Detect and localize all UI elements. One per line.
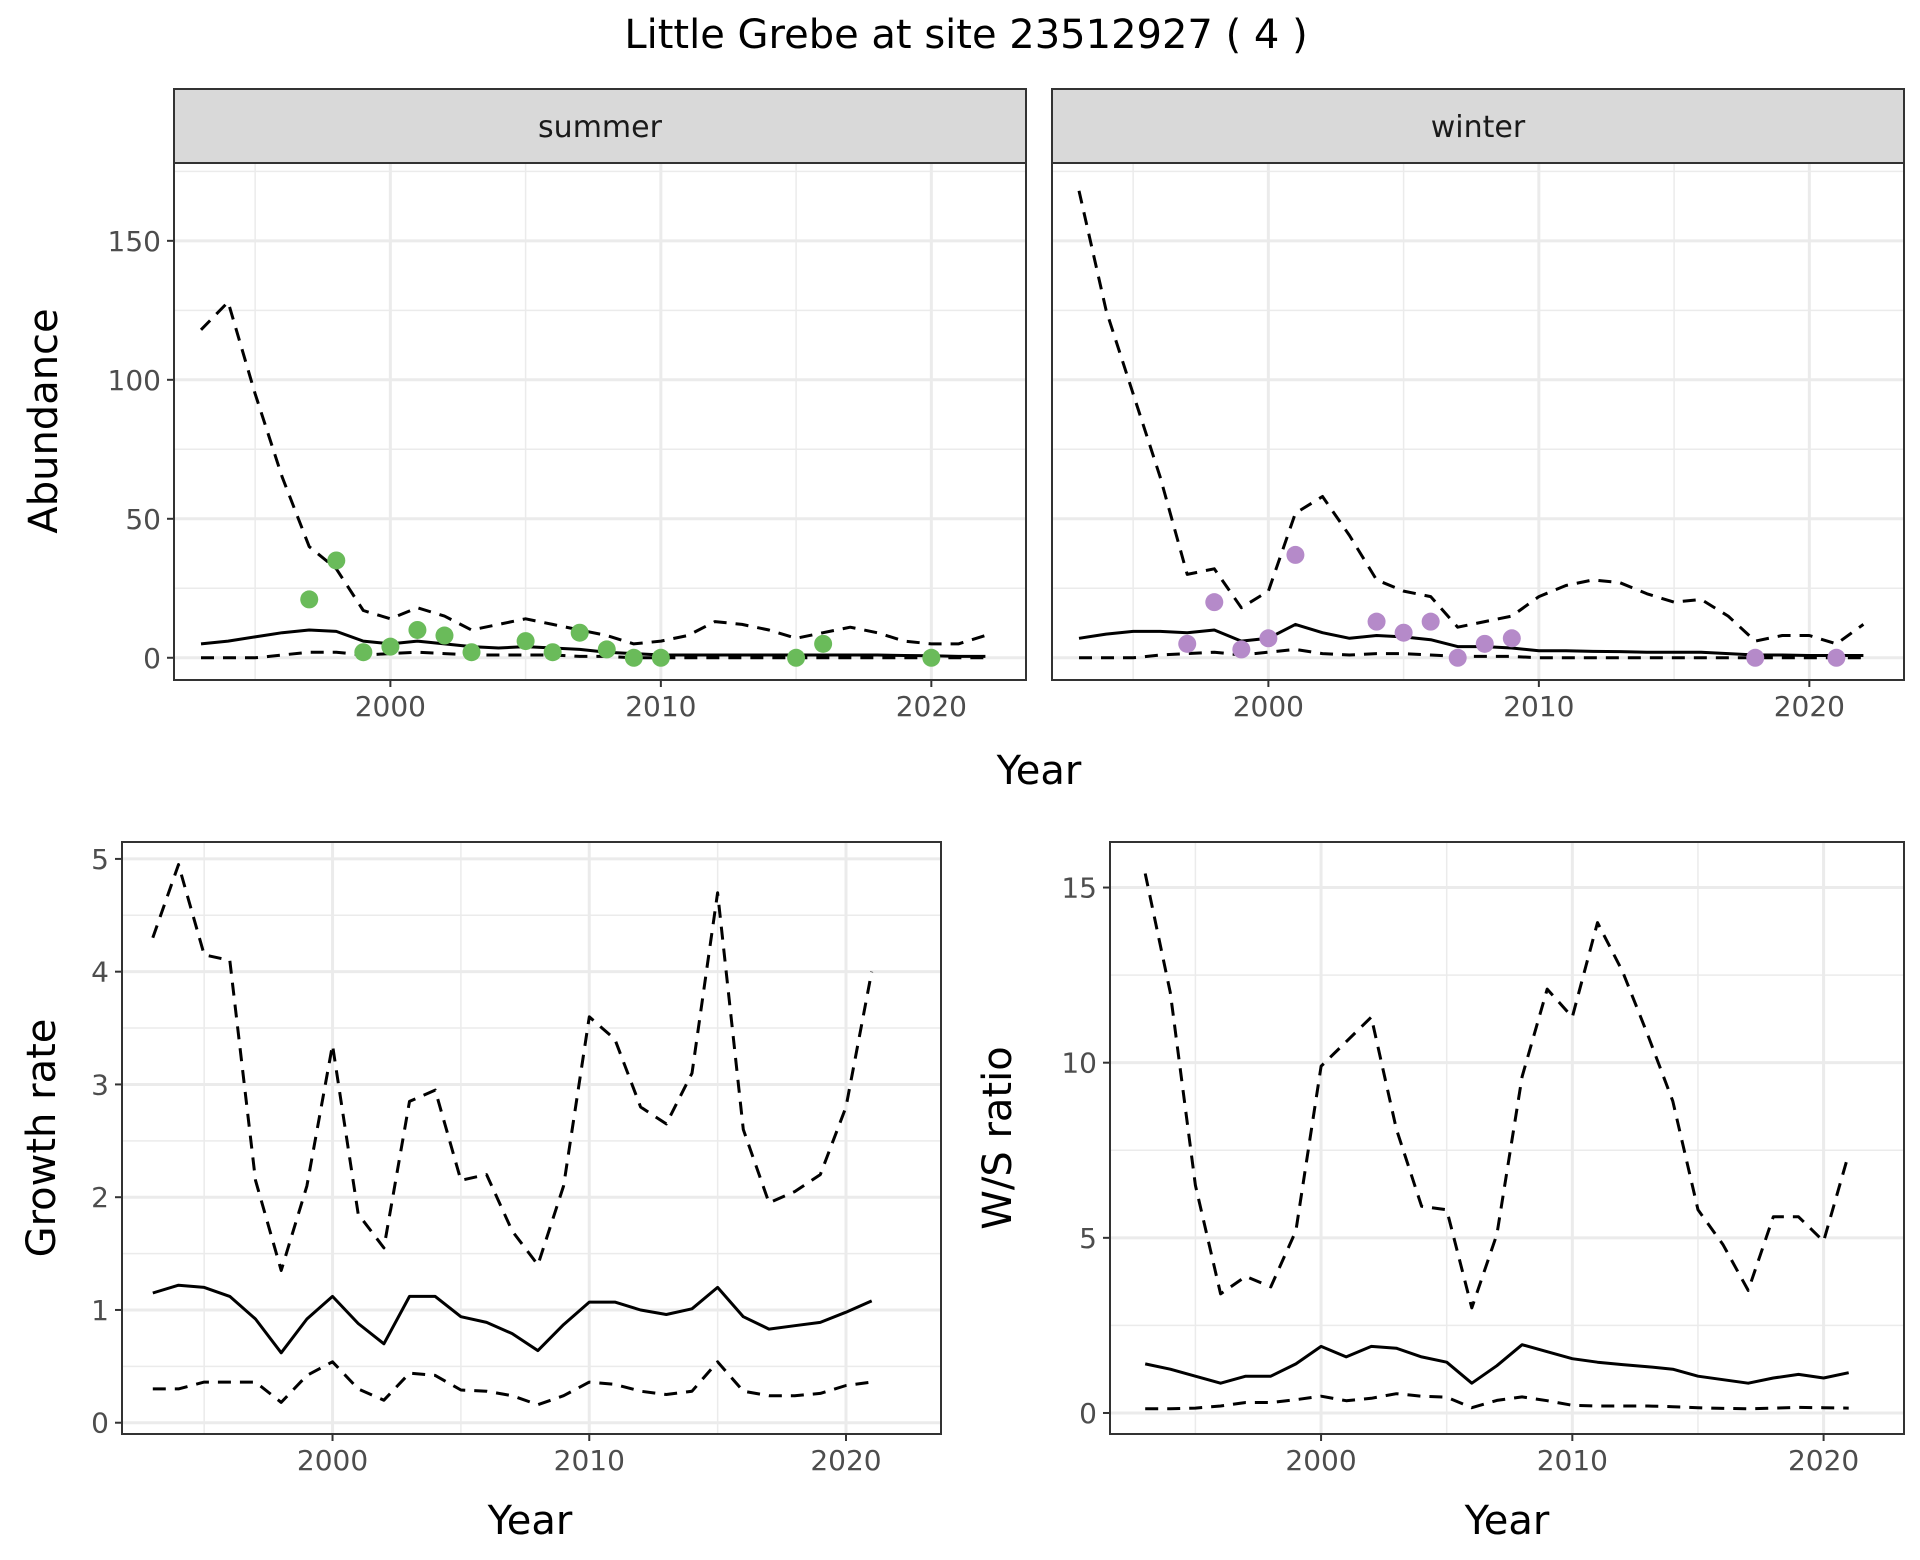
y-tick-label: 100 <box>108 364 161 397</box>
data-point <box>597 640 616 659</box>
data-point <box>1259 629 1278 648</box>
data-point <box>624 648 643 667</box>
y-tick-label: 150 <box>108 225 161 258</box>
y-tick-label: 3 <box>91 1068 109 1101</box>
x-tick-label: 2000 <box>297 1444 368 1477</box>
data-point <box>516 632 535 651</box>
panel-border <box>173 162 1027 681</box>
y-axis-title: W/S ratio <box>975 1046 1021 1229</box>
x-tick-label: 2010 <box>1537 1444 1608 1477</box>
data-point <box>570 623 589 642</box>
y-tick-label: 50 <box>125 503 161 536</box>
upper-bound-line <box>151 863 874 1272</box>
data-point <box>651 648 670 667</box>
data-point <box>1746 648 1765 667</box>
panel-background <box>122 842 941 1434</box>
data-point <box>354 643 373 662</box>
upper-bound-line <box>199 300 986 646</box>
panel-background <box>1110 842 1904 1434</box>
x-tick-label: 2020 <box>896 690 967 723</box>
mean-line <box>200 628 986 658</box>
y-tick-label: 0 <box>1079 1397 1097 1430</box>
x-tick-label: 2000 <box>1285 1444 1356 1477</box>
x-tick-label: 2010 <box>625 690 696 723</box>
data-point <box>1232 640 1251 659</box>
y-tick-label: 2 <box>91 1181 109 1214</box>
x-tick-label: 2020 <box>1774 690 1845 723</box>
data-point <box>1448 648 1467 667</box>
ws-ratio-panel: 2000 2010 2020 0 5 10 15 Year W/S ratio <box>975 841 1905 1544</box>
panel-background <box>1052 163 1904 680</box>
y-tick-label: 1 <box>91 1294 109 1327</box>
data-point <box>1502 629 1521 648</box>
chart-title: Little Grebe at site 23512927 ( 4 ) <box>624 12 1307 58</box>
data-point <box>1367 612 1386 631</box>
data-point <box>1827 648 1846 667</box>
x-axis-title: Year <box>996 748 1082 794</box>
y-tick-label: 10 <box>1061 1047 1097 1080</box>
data-point <box>814 634 833 653</box>
data-point <box>1286 545 1305 564</box>
data-point <box>1421 612 1440 631</box>
x-tick-label: 2000 <box>355 690 426 723</box>
lower-bound-line <box>152 1360 872 1407</box>
panel-border <box>121 841 942 1435</box>
y-tick-label: 5 <box>91 843 109 876</box>
mean-line <box>1078 622 1864 657</box>
data-point <box>435 626 454 645</box>
facet-label-summer: summer <box>538 110 663 145</box>
y-axis-title: Growth rate <box>19 1019 65 1258</box>
y-tick-label: 15 <box>1061 872 1097 905</box>
x-axis-title: Year <box>487 1498 573 1544</box>
facet-strip <box>1051 88 1905 164</box>
data-point <box>1394 623 1413 642</box>
mean-line <box>152 1283 873 1355</box>
abundance-panel: summer 2000 2010 2020 0 50 100 150 winter 2000 201… <box>21 88 1905 794</box>
data-point <box>922 648 941 667</box>
upper-bound-line <box>1077 190 1865 646</box>
x-tick-label: 2010 <box>1503 690 1574 723</box>
lower-bound-line <box>1145 1392 1849 1411</box>
panel-border <box>1051 162 1905 681</box>
data-point <box>1475 634 1494 653</box>
y-tick-label: 4 <box>91 956 109 989</box>
y-tick-label: 5 <box>1079 1222 1097 1255</box>
x-tick-label: 2010 <box>554 1444 625 1477</box>
y-tick-label: 0 <box>91 1407 109 1440</box>
data-point <box>462 643 481 662</box>
facet-label-winter: winter <box>1431 110 1526 145</box>
mean-line <box>1144 1343 1850 1385</box>
y-axis-title: Abundance <box>21 308 67 533</box>
data-point <box>1205 593 1224 612</box>
data-point <box>787 648 806 667</box>
data-point <box>381 637 400 656</box>
x-tick-label: 2000 <box>1233 690 1304 723</box>
growth-rate-panel: 2000 2010 2020 0 1 2 3 4 5 Year Growth rate <box>19 841 942 1544</box>
data-point <box>300 590 319 609</box>
facet-strip <box>173 88 1027 164</box>
x-tick-label: 2020 <box>1788 1444 1859 1477</box>
data-point <box>327 551 346 570</box>
data-point <box>543 643 562 662</box>
data-point <box>408 620 427 639</box>
x-tick-label: 2020 <box>810 1444 881 1477</box>
data-point <box>1178 634 1197 653</box>
x-axis-title: Year <box>1464 1498 1550 1544</box>
panel-border <box>1109 841 1905 1435</box>
y-tick-label: 0 <box>143 642 161 675</box>
